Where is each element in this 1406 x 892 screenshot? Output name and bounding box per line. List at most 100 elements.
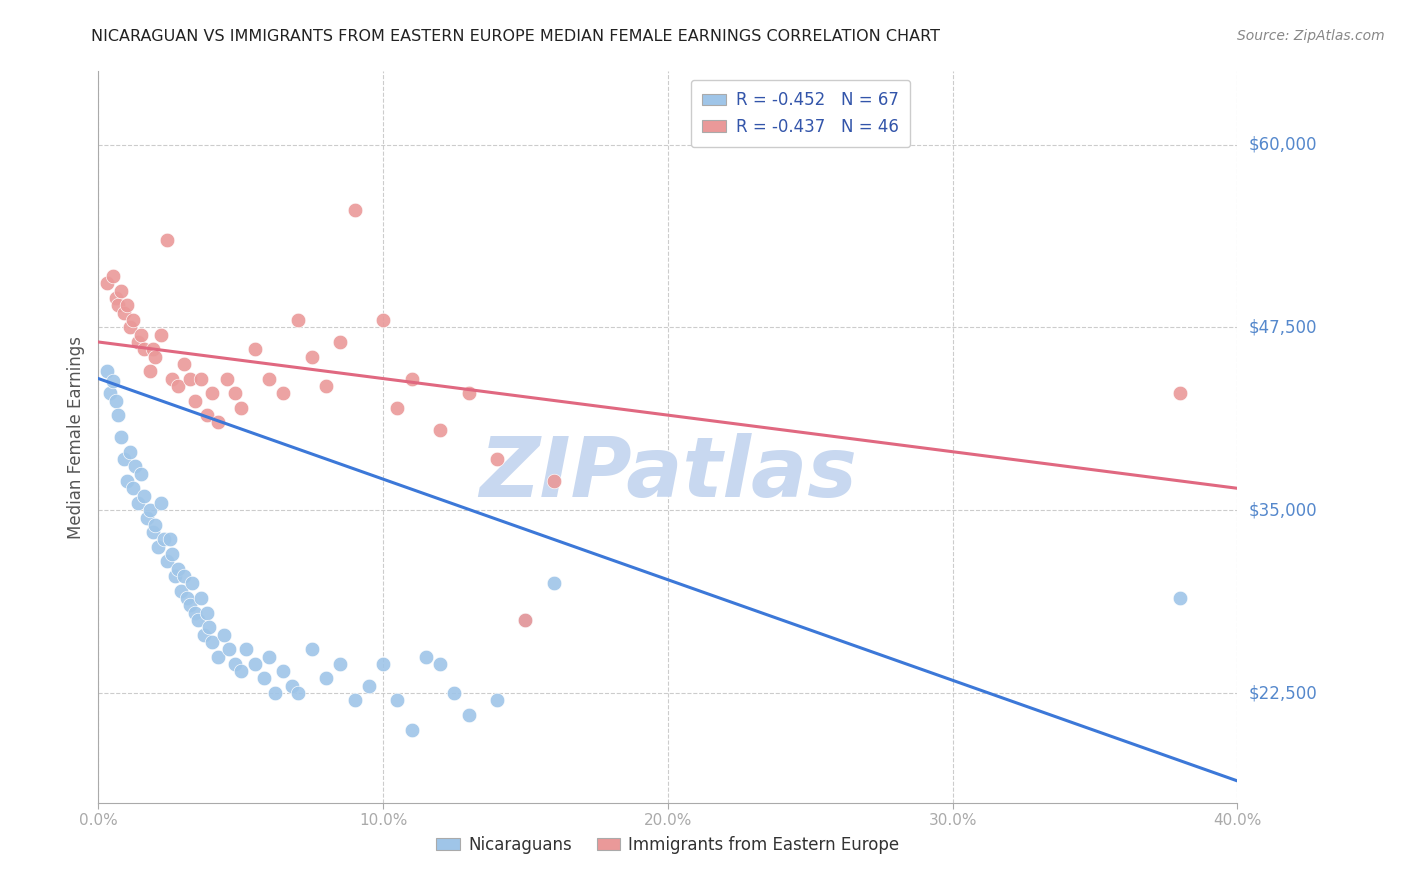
- Point: [167, 379, 190, 393]
- Point: [357, 679, 380, 693]
- Point: [107, 408, 129, 422]
- Point: [118, 320, 141, 334]
- Point: [201, 386, 224, 401]
- Point: [252, 672, 274, 686]
- Point: [112, 452, 135, 467]
- Point: [218, 642, 240, 657]
- Point: [543, 474, 565, 488]
- Point: [243, 343, 266, 357]
- Point: [127, 496, 149, 510]
- Point: [264, 686, 287, 700]
- Point: [167, 562, 190, 576]
- Point: [401, 723, 423, 737]
- Point: [207, 649, 229, 664]
- Text: Source: ZipAtlas.com: Source: ZipAtlas.com: [1237, 29, 1385, 43]
- Point: [141, 525, 163, 540]
- Point: [148, 540, 170, 554]
- Point: [141, 343, 163, 357]
- Point: [215, 371, 238, 385]
- Point: [198, 620, 221, 634]
- Point: [98, 386, 121, 401]
- Text: ZIPatlas: ZIPatlas: [479, 434, 856, 514]
- Point: [110, 430, 132, 444]
- Point: [315, 672, 337, 686]
- Point: [415, 649, 437, 664]
- Point: [176, 591, 198, 605]
- Point: [486, 693, 509, 707]
- Point: [515, 613, 537, 627]
- Point: [373, 313, 395, 327]
- Point: [129, 327, 152, 342]
- Point: [179, 599, 201, 613]
- Text: NICARAGUAN VS IMMIGRANTS FROM EASTERN EUROPE MEDIAN FEMALE EARNINGS CORRELATION : NICARAGUAN VS IMMIGRANTS FROM EASTERN EU…: [91, 29, 941, 44]
- Point: [543, 576, 565, 591]
- Point: [127, 334, 149, 349]
- Point: [96, 277, 118, 291]
- Point: [212, 627, 235, 641]
- Point: [387, 401, 409, 415]
- Point: [165, 569, 187, 583]
- Point: [190, 591, 212, 605]
- Point: [187, 613, 209, 627]
- Text: $60,000: $60,000: [1249, 136, 1317, 153]
- Point: [207, 416, 229, 430]
- Point: [190, 371, 212, 385]
- Point: [173, 357, 195, 371]
- Point: [118, 444, 141, 458]
- Point: [343, 203, 366, 218]
- Point: [184, 393, 207, 408]
- Point: [429, 657, 451, 671]
- Point: [273, 664, 295, 678]
- Text: $22,500: $22,500: [1249, 684, 1317, 702]
- Point: [162, 547, 184, 561]
- Point: [1170, 386, 1192, 401]
- Point: [115, 298, 138, 312]
- Point: [179, 371, 201, 385]
- Point: [224, 386, 246, 401]
- Point: [429, 423, 451, 437]
- Point: [235, 642, 257, 657]
- Point: [229, 664, 252, 678]
- Point: [129, 467, 152, 481]
- Point: [457, 708, 479, 723]
- Point: [301, 350, 323, 364]
- Point: [243, 657, 266, 671]
- Point: [138, 364, 160, 378]
- Y-axis label: Median Female Earnings: Median Female Earnings: [66, 335, 84, 539]
- Point: [229, 401, 252, 415]
- Point: [224, 657, 246, 671]
- Point: [443, 686, 465, 700]
- Point: [153, 533, 176, 547]
- Point: [121, 313, 143, 327]
- Point: [150, 496, 173, 510]
- Point: [104, 291, 127, 305]
- Point: [515, 613, 537, 627]
- Point: [110, 284, 132, 298]
- Point: [281, 679, 304, 693]
- Text: $47,500: $47,500: [1249, 318, 1317, 336]
- Point: [101, 269, 124, 284]
- Point: [343, 693, 366, 707]
- Point: [115, 474, 138, 488]
- Point: [301, 642, 323, 657]
- Point: [101, 375, 124, 389]
- Point: [162, 371, 184, 385]
- Point: [373, 657, 395, 671]
- Point: [104, 393, 127, 408]
- Point: [135, 510, 157, 524]
- Legend: Nicaraguans, Immigrants from Eastern Europe: Nicaraguans, Immigrants from Eastern Eur…: [430, 829, 905, 860]
- Point: [1170, 591, 1192, 605]
- Point: [132, 343, 155, 357]
- Point: [401, 371, 423, 385]
- Point: [156, 554, 179, 568]
- Point: [121, 481, 143, 495]
- Point: [287, 313, 309, 327]
- Point: [132, 489, 155, 503]
- Point: [159, 533, 181, 547]
- Point: [315, 379, 337, 393]
- Point: [195, 606, 218, 620]
- Point: [201, 635, 224, 649]
- Point: [173, 569, 195, 583]
- Point: [259, 649, 281, 664]
- Point: [156, 233, 179, 247]
